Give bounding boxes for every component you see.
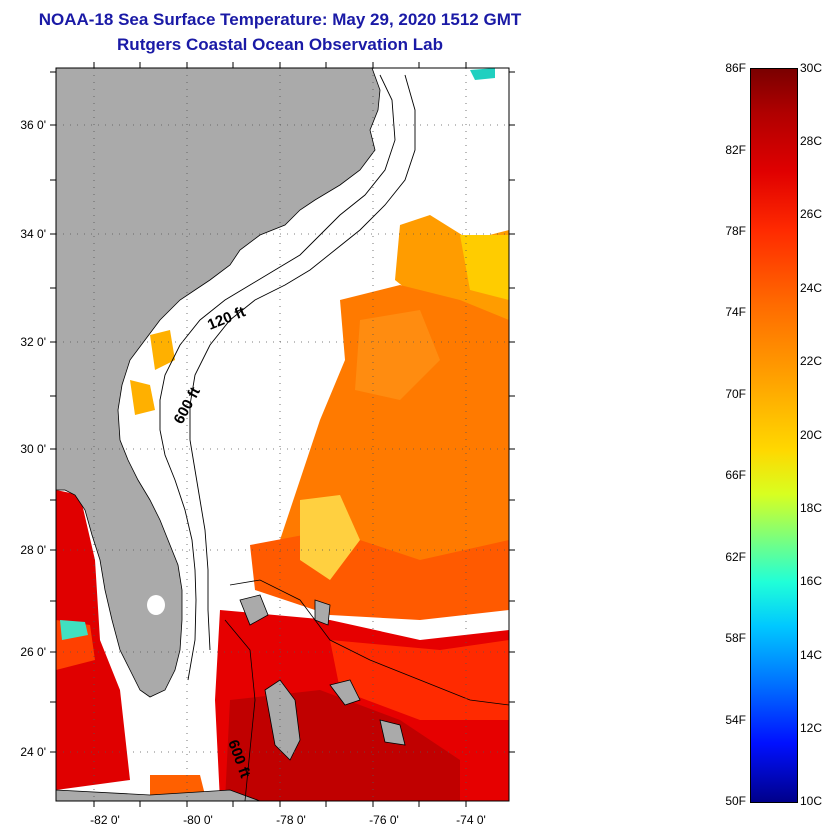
colorbar-label-30c: 30C [800, 61, 823, 75]
colorbar-label-18c: 18C [800, 501, 823, 515]
colorbar-label-14c: 14C [800, 648, 823, 662]
contour-600ft [189, 74, 416, 651]
land-mass [56, 68, 381, 698]
colorbar-label-58f: 58F [725, 631, 746, 645]
lon-label-74: -74 0' [456, 813, 486, 827]
lat-label-28: 28 0' [20, 543, 46, 557]
colorbar-label-66f: 66F [725, 468, 746, 482]
lat-label-32: 32 0' [20, 335, 46, 349]
colorbar-label-20c: 20C [800, 428, 823, 442]
lon-label-80: -80 0' [183, 813, 213, 827]
lat-label-24: 24 0' [20, 745, 46, 759]
lat-label-34: 34 0' [20, 227, 46, 241]
colorbar-label-82f: 82F [725, 143, 746, 157]
frame-ticks [50, 62, 515, 807]
lon-label-78: -78 0' [276, 813, 306, 827]
lat-label-36: 36 0' [20, 118, 46, 132]
map-subtitle: Rutgers Coastal Ocean Observation Lab [117, 35, 443, 54]
colorbar-label-10c: 10C [800, 794, 823, 808]
temperature-colorbar [750, 68, 798, 803]
lake-okeechobee [147, 595, 165, 615]
colorbar-label-16c: 16C [800, 574, 823, 588]
colorbar-label-54f: 54F [725, 713, 746, 727]
colorbar-label-28c: 28C [800, 134, 823, 148]
map-frame [55, 67, 510, 802]
colorbar-label-70f: 70F [725, 387, 746, 401]
colorbar-label-86f: 86F [725, 61, 746, 75]
lat-label-30: 30 0' [20, 442, 46, 456]
contour-bahamas [224, 579, 509, 801]
lon-label-76: -76 0' [369, 813, 399, 827]
colorbar-label-22c: 22C [800, 354, 823, 368]
colorbar-label-74f: 74F [725, 305, 746, 319]
map-title: NOAA-18 Sea Surface Temperature: May 29,… [38, 10, 522, 29]
lat-label-26: 26 0' [20, 645, 46, 659]
bahamas-islands [239, 594, 406, 761]
colorbar-label-12c: 12C [800, 721, 823, 735]
colorbar-label-50f: 50F [725, 794, 746, 808]
colorbar-label-62f: 62F [725, 550, 746, 564]
colorbar-label-78f: 78F [725, 224, 746, 238]
cuba-edge [56, 789, 261, 801]
sst-field [56, 68, 509, 801]
lon-label-82: -82 0' [90, 813, 120, 827]
colorbar-label-26c: 26C [800, 207, 823, 221]
colorbar-label-24c: 24C [800, 281, 823, 295]
contour-120ft [159, 74, 396, 681]
